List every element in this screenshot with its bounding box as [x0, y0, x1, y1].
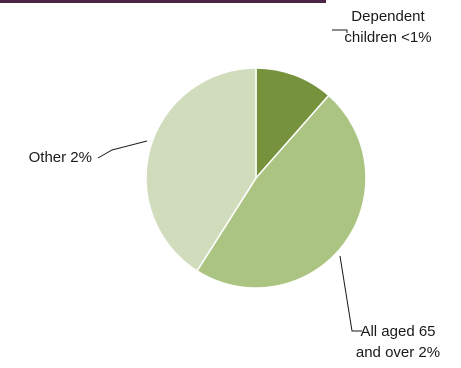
slice-label-line: and over 2% [356, 344, 440, 361]
top-rule [0, 0, 326, 3]
pie-slice-0 [255, 67, 330, 180]
leader-line-2 [97, 140, 148, 159]
slice-label-line: All aged 65 [360, 323, 435, 340]
slice-label-line: Dependent [351, 8, 425, 25]
slice-label-line: children <1% [344, 29, 431, 46]
slice-label-1: All aged 65 and over 2% [356, 323, 440, 361]
leader-line-1 [339, 255, 362, 332]
pie-slice-2 [145, 67, 257, 272]
slice-label-0: Dependent children <1% [344, 8, 431, 46]
pie-slice-1 [196, 94, 367, 289]
leader-line-0 [332, 29, 348, 33]
slice-label-2: Other 2% [29, 149, 92, 166]
slice-label-line: Other 2% [29, 149, 92, 166]
